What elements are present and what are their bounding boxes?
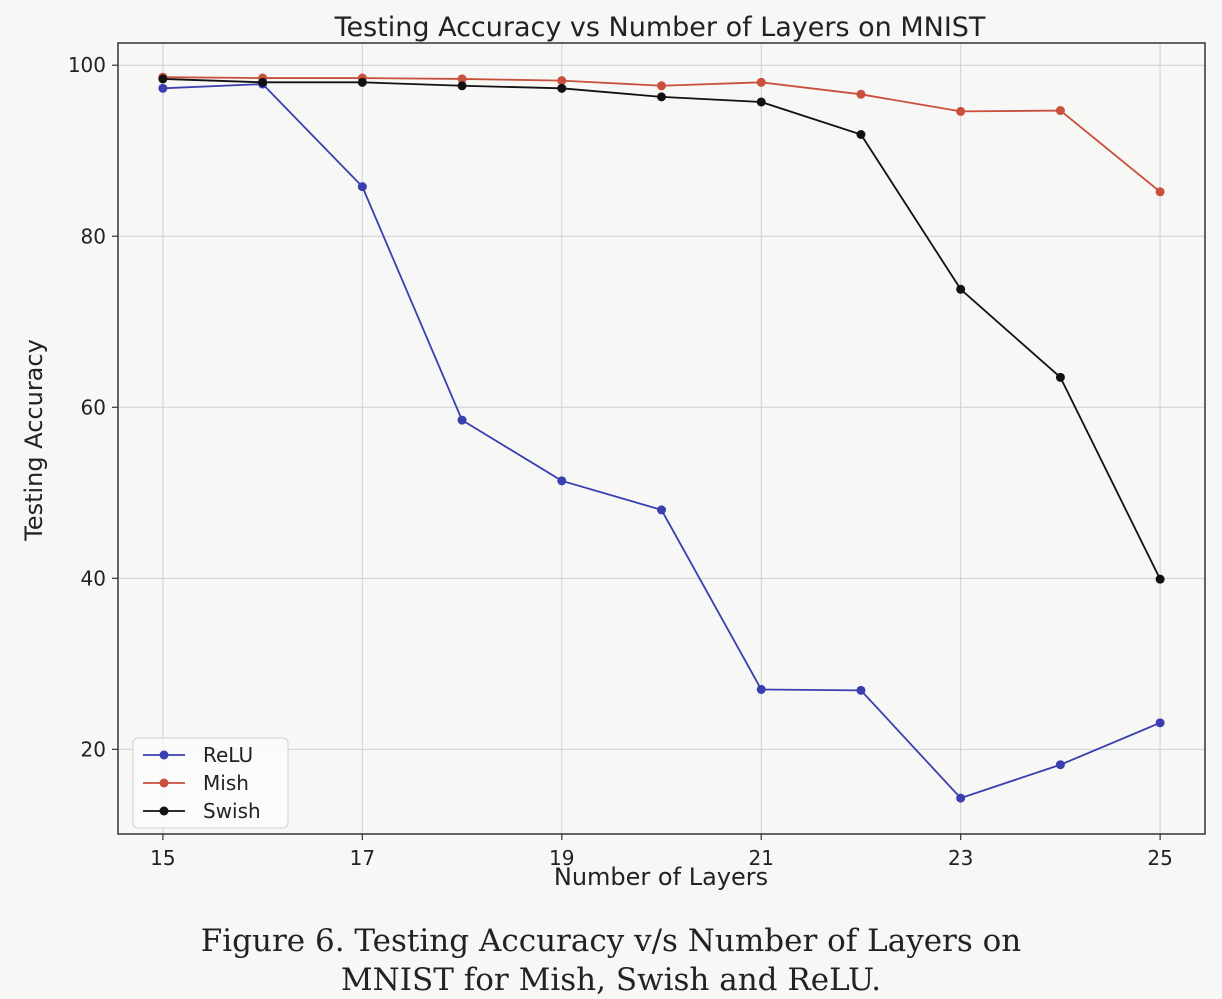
- chart-title: Testing Accuracy vs Number of Layers on …: [334, 12, 986, 43]
- data-point: [1155, 718, 1165, 728]
- data-point: [557, 83, 567, 93]
- legend: ReLU Mish Swish: [132, 737, 289, 829]
- legend-label-mish: Mish: [203, 771, 249, 795]
- y-axis-label: Testing Accuracy: [20, 339, 48, 542]
- legend-label-relu: ReLU: [203, 743, 253, 767]
- data-point: [856, 89, 866, 99]
- data-point: [1055, 760, 1065, 770]
- x-tick-label: 19: [549, 846, 574, 870]
- data-point: [557, 76, 567, 86]
- data-point: [457, 81, 467, 91]
- y-tick-label: 100: [68, 53, 106, 77]
- figure-caption-line-1: Figure 6. Testing Accuracy v/s Number of…: [200, 923, 1022, 959]
- x-tick-label: 17: [350, 846, 375, 870]
- plot-area-frame: [117, 42, 1206, 835]
- data-point: [357, 182, 367, 192]
- x-axis-label: Number of Layers: [554, 863, 768, 891]
- data-point: [856, 685, 866, 695]
- series-layer: [158, 72, 1165, 803]
- series-relu: [158, 79, 1165, 803]
- data-point: [856, 129, 866, 139]
- legend-swatch-marker: [159, 806, 169, 816]
- legend-swatch-marker: [159, 750, 169, 760]
- data-point: [457, 74, 467, 84]
- data-point: [557, 476, 567, 486]
- data-point: [158, 83, 168, 93]
- x-tick-label: 21: [748, 846, 773, 870]
- x-tick-label: 23: [948, 846, 973, 870]
- x-tick-label: 25: [1147, 846, 1172, 870]
- series-swish: [158, 74, 1165, 584]
- data-point: [1155, 187, 1165, 197]
- data-point: [357, 77, 367, 87]
- legend-label-swish: Swish: [203, 799, 261, 823]
- data-point: [956, 106, 966, 116]
- legend-box: [132, 737, 289, 829]
- data-point: [657, 92, 666, 102]
- x-tick-label: 15: [150, 846, 175, 870]
- data-point: [756, 77, 766, 87]
- data-point: [956, 284, 966, 294]
- data-point: [158, 74, 168, 84]
- y-tick-label: 60: [81, 395, 106, 419]
- y-tick-label: 80: [81, 224, 106, 248]
- data-point: [1155, 574, 1165, 584]
- y-axis-ticks: 20 40 60 80 100: [68, 53, 118, 761]
- data-point: [756, 97, 766, 107]
- y-tick-label: 40: [81, 566, 106, 590]
- data-point: [1055, 372, 1065, 382]
- data-point: [1055, 106, 1065, 116]
- y-tick-label: 20: [81, 737, 106, 761]
- legend-swatch-marker: [159, 778, 169, 788]
- grid: [118, 43, 1205, 834]
- series-line-swish: [162, 78, 1161, 580]
- data-point: [956, 793, 966, 803]
- data-point: [657, 505, 666, 515]
- series-line-relu: [162, 83, 1161, 800]
- data-point: [457, 415, 467, 425]
- x-axis-ticks: 15 17 19 21 23 25: [150, 834, 1173, 870]
- series-mish: [158, 72, 1165, 197]
- data-point: [756, 684, 766, 694]
- line-chart: Testing Accuracy vs Number of Layers on …: [20, 12, 1206, 891]
- data-point: [258, 77, 268, 87]
- figure-caption-line-2: MNIST for Mish, Swish and ReLU.: [340, 962, 882, 998]
- data-point: [657, 81, 666, 91]
